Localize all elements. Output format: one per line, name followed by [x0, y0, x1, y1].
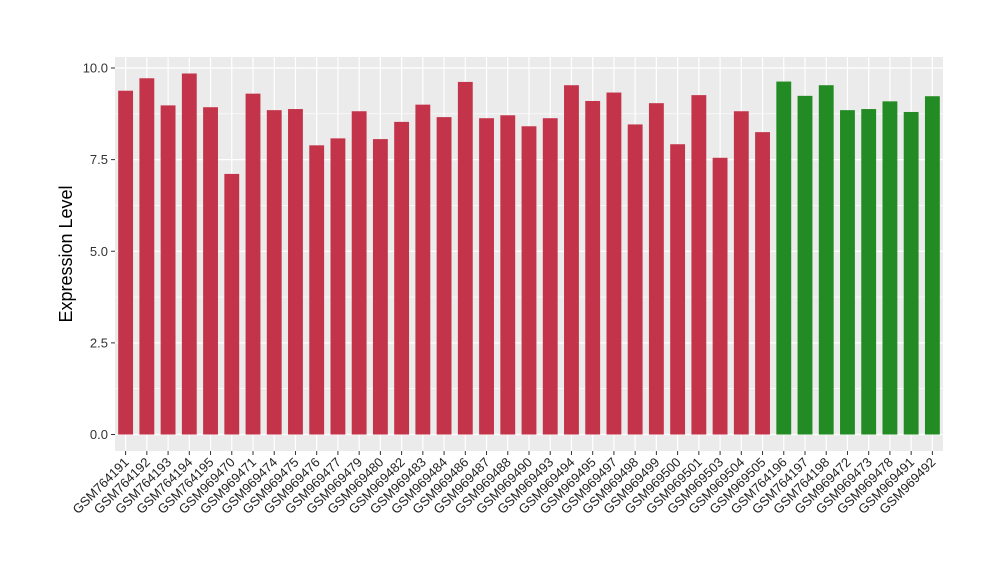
- bar-GSM969483: [415, 104, 431, 435]
- bar-GSM764195: [203, 107, 218, 435]
- bar-GSM969498: [627, 124, 643, 435]
- bar-GSM969480: [372, 139, 388, 435]
- bar-GSM969476: [309, 145, 325, 435]
- bar-GSM969472: [840, 110, 855, 435]
- bar-GSM969475: [288, 109, 303, 435]
- bar-GSM969486: [457, 81, 473, 435]
- bar-GSM969482: [394, 121, 410, 435]
- bar-GSM764192: [139, 78, 155, 435]
- bar-GSM969470: [224, 173, 240, 435]
- bar-GSM969501: [691, 95, 707, 435]
- bar-GSM969477: [330, 138, 346, 435]
- y-tick-label: 2.5: [90, 335, 108, 350]
- bar-GSM764191: [118, 90, 134, 435]
- bar-GSM764197: [797, 95, 813, 435]
- bar-GSM764198: [818, 85, 834, 435]
- bar-GSM969484: [436, 117, 452, 435]
- bar-GSM969493: [542, 118, 558, 435]
- bar-GSM969471: [245, 93, 261, 435]
- bars: [118, 73, 940, 435]
- bar-GSM764194: [181, 73, 197, 435]
- bar-GSM969497: [606, 92, 622, 435]
- y-tick-label: 5.0: [90, 244, 108, 259]
- bar-GSM764196: [776, 81, 792, 435]
- x-axis: GSM764191GSM764192GSM764193GSM764194GSM7…: [70, 451, 939, 517]
- bar-GSM969504: [733, 111, 749, 435]
- bar-GSM969500: [670, 144, 686, 435]
- bar-GSM969499: [648, 103, 664, 435]
- bar-GSM969488: [500, 115, 516, 435]
- bar-GSM969479: [351, 111, 367, 435]
- bar-GSM969495: [585, 100, 601, 435]
- y-tick-label: 0.0: [90, 427, 108, 442]
- bar-GSM969474: [266, 110, 282, 435]
- bar-GSM969503: [712, 157, 728, 435]
- bar-GSM969494: [564, 85, 579, 435]
- y-tick-label: 7.5: [90, 152, 108, 167]
- bar-GSM764193: [160, 105, 176, 435]
- bar-GSM969487: [479, 118, 494, 435]
- y-tick-label: 10.0: [83, 60, 108, 75]
- bar-GSM969478: [882, 101, 898, 435]
- bar-GSM969491: [903, 111, 919, 435]
- bar-GSM969473: [861, 109, 877, 435]
- bar-GSM969505: [755, 132, 770, 435]
- y-axis-label: Expression Level: [56, 185, 76, 322]
- bar-GSM969490: [521, 126, 537, 435]
- y-axis: 0.0 2.5 5.0 7.5 10.0: [83, 60, 115, 442]
- bar-GSM969492: [924, 96, 940, 435]
